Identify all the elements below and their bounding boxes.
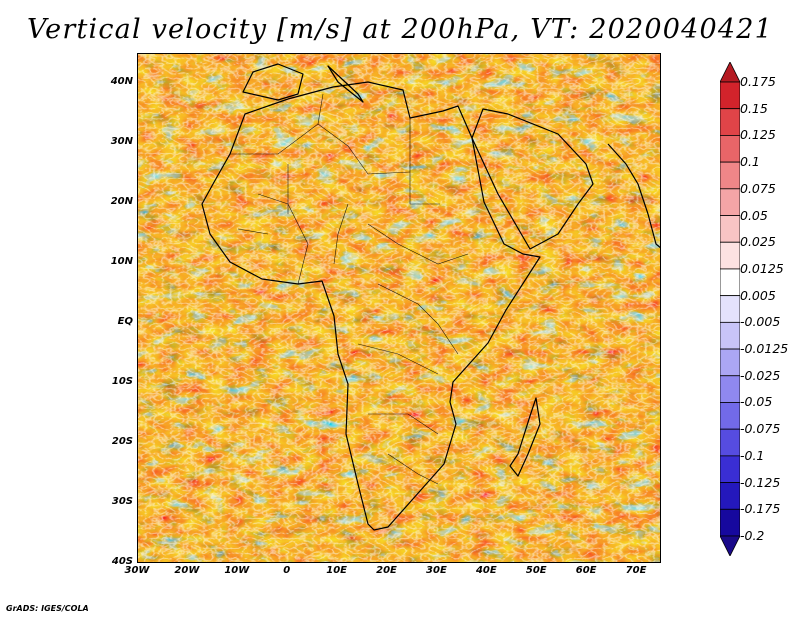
lon-tick-label: 10W xyxy=(224,565,250,576)
colorbar-bottom-arrow xyxy=(720,535,740,556)
lon-tick-label: 20E xyxy=(376,565,397,576)
colorbar-segment xyxy=(720,215,740,243)
colorbar-label: -0.025 xyxy=(740,367,781,383)
colorbar-label: 0.075 xyxy=(740,180,776,196)
lon-tick-label: 30W xyxy=(124,565,150,576)
colorbar xyxy=(720,62,740,556)
lon-tick-label: 50E xyxy=(525,565,547,576)
italy-coastline xyxy=(327,65,364,103)
colorbar-label: -0.075 xyxy=(740,421,781,437)
lon-tick-label: 40E xyxy=(475,565,497,576)
lat-tick-label: 30N xyxy=(110,136,133,147)
lon-tick-label: 60E xyxy=(575,565,597,576)
colorbar-segment xyxy=(720,508,740,537)
colorbar-segment xyxy=(720,482,740,510)
lat-tick-label: 30S xyxy=(111,496,133,507)
colorbar-segment xyxy=(720,295,740,323)
colorbar-segment xyxy=(720,321,740,350)
field-contour-texture xyxy=(138,54,660,562)
colorbar-top-arrow xyxy=(720,62,740,83)
colorbar-segment xyxy=(720,268,740,297)
colorbar-segment xyxy=(720,135,740,163)
colorbar-label: 0.0125 xyxy=(740,260,784,276)
africa-coastline xyxy=(201,81,541,531)
map-canvas xyxy=(138,54,660,562)
coastlines xyxy=(201,63,660,531)
colorbar-segment xyxy=(720,348,740,377)
colorbar-segment xyxy=(720,108,740,136)
colorbar-segment xyxy=(720,428,740,457)
colorbar-label: -0.05 xyxy=(740,394,773,410)
colorbar-label: -0.1 xyxy=(740,447,765,463)
lon-tick-label: 10E xyxy=(326,565,347,576)
colorbar-label: 0.05 xyxy=(740,207,768,223)
lon-tick-label: 30E xyxy=(426,565,447,576)
colorbar-segment xyxy=(720,241,740,270)
colorbar-label: -0.175 xyxy=(740,501,781,517)
colorbar-segment xyxy=(720,188,740,216)
lon-tick-label: 20W xyxy=(174,565,200,576)
country-borders xyxy=(230,93,469,485)
colorbar-label: 0.125 xyxy=(740,127,776,143)
india-coastline xyxy=(607,143,660,249)
lat-tick-label: 40S xyxy=(111,556,133,567)
colorbar-segment xyxy=(720,81,740,110)
colorbar-label: 0.1 xyxy=(740,154,760,170)
colorbar-label: -0.0125 xyxy=(740,341,789,357)
colorbar-label: 0.025 xyxy=(740,234,776,250)
colorbar-label: -0.2 xyxy=(740,528,765,543)
colorbar-label: -0.005 xyxy=(740,314,781,330)
lat-tick-label: 10S xyxy=(111,376,133,387)
map-title: Vertical velocity [m/s] at 200hPa, VT: 2… xyxy=(26,14,774,45)
colorbar-segment xyxy=(720,375,740,403)
lat-tick-label: 40N xyxy=(110,76,133,87)
colorbar-segment xyxy=(720,161,740,190)
colorbar-label: 0.15 xyxy=(740,100,768,116)
madagascar-coastline xyxy=(509,397,541,477)
colorbar-label: 0.175 xyxy=(740,74,776,89)
lat-tick-label: 10N xyxy=(110,256,133,267)
lon-tick-label: 0 xyxy=(283,565,291,576)
colorbar-segment xyxy=(720,402,740,430)
footer-credit: GrADS: IGES/COLA xyxy=(6,604,89,613)
lat-tick-label: 20N xyxy=(110,196,133,207)
iberia-coastline xyxy=(242,63,304,101)
lat-tick-label: 20S xyxy=(111,436,133,447)
arabia-coastline xyxy=(471,108,594,250)
lat-tick-label: EQ xyxy=(117,316,133,327)
lon-tick-label: 70E xyxy=(625,565,647,576)
colorbar-label: 0.005 xyxy=(740,287,776,303)
map-area xyxy=(137,53,661,563)
colorbar-label: -0.125 xyxy=(740,474,781,490)
colorbar-segment xyxy=(720,455,740,483)
